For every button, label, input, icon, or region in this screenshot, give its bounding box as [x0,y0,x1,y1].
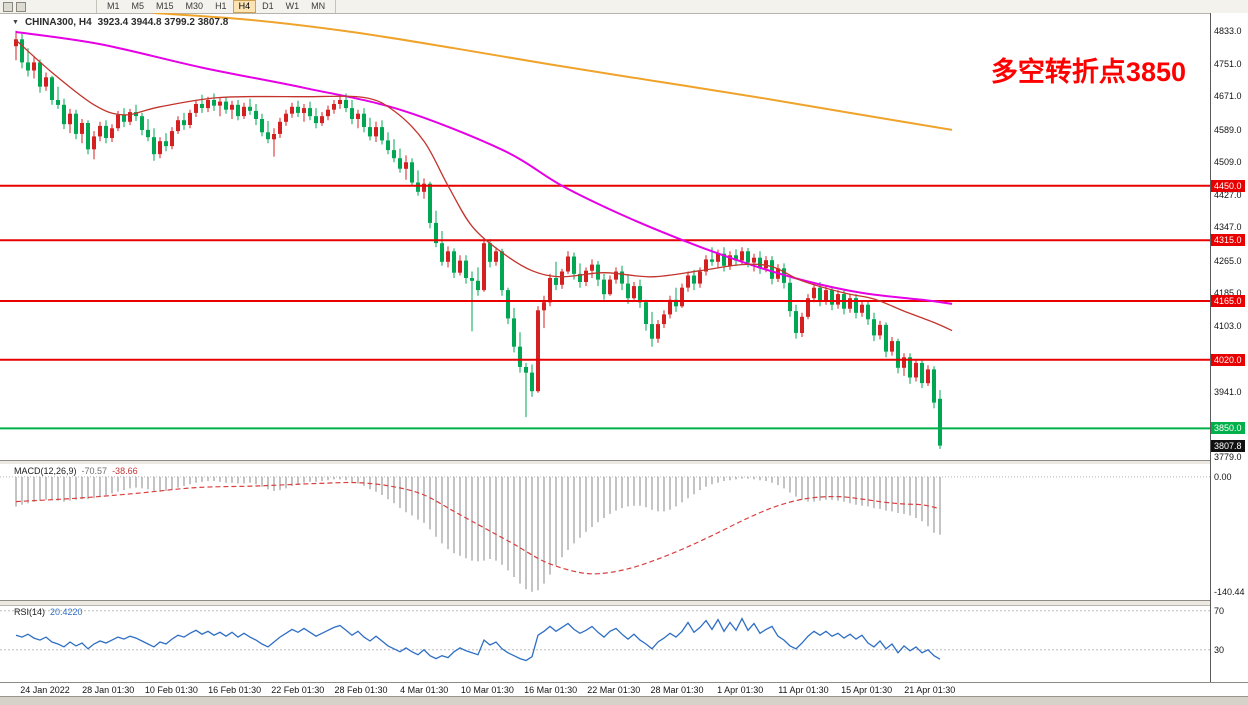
date-label: 11 Apr 01:30 [778,685,829,695]
price-axis-label: 3941.0 [1214,386,1242,397]
timeframe-button-h4[interactable]: H4 [232,0,257,13]
price-tag-4450.0: 4450.0 [1211,179,1245,192]
rsi-chart[interactable] [0,604,1210,682]
panel-separator-macd[interactable] [0,460,1248,464]
date-label: 15 Apr 01:30 [841,685,893,695]
rsi-value: 20.4220 [50,607,83,617]
ma-slow-orange [153,13,953,131]
chart-ohlc: 3923.4 3944.8 3799.2 3807.8 [97,17,229,28]
price-tag-4165.0: 4165.0 [1211,295,1245,307]
rsi-axis-label: 70 [1214,605,1225,616]
timeframe-button-m5[interactable]: M5 [131,1,145,11]
chart-symbol-header: ▼ CHINA300, H4 3923.4 3944.8 3799.2 3807… [12,17,228,28]
indicator-label-rsi: RSI(14) 20.4220 [14,607,83,617]
price-tag-3807.8: 3807.8 [1211,439,1245,452]
chart-type-icon[interactable] [3,1,13,12]
chart-tabs-bar[interactable] [0,696,1248,705]
timeframe-button-m15[interactable]: M15 [156,1,174,11]
price-axis-label: 4509.0 [1214,156,1242,167]
date-label: 1 Apr 01:30 [717,685,764,695]
annotation-text: 多空转折点3850 [990,57,1186,87]
timeframe-button-w1[interactable]: W1 [285,1,300,11]
ma-fast-red [15,39,953,332]
price-axis-label: 4751.0 [1214,59,1242,69]
macd-axis-label: -140.44 [1214,587,1245,598]
crosshair-icon[interactable] [16,1,26,12]
macd-name: MACD(12,26,9) [14,466,77,476]
price-axis-label: 4427.0 [1214,190,1242,200]
macd-signal-value: -38.66 [112,466,138,476]
chart-symbol: CHINA300, H4 [24,17,92,28]
rsi-axis-label: 30 [1214,644,1225,655]
macd-axis-label: 0.00 [1214,471,1232,482]
ma-mid-magenta [15,31,953,305]
top-toolbar: M1 M5 M15 M30 H1 H4 D1 W1 MN [0,0,1248,14]
date-label: 16 Mar 01:30 [524,685,578,695]
date-label: 10 Feb 01:30 [144,685,198,695]
rsi-name: RSI(14) [14,607,46,617]
horizontal-levels[interactable] [0,184,1210,430]
date-label: 21 Apr 01:30 [904,685,956,695]
price-axis-label: 4347.0 [1214,222,1242,233]
date-label: 22 Mar 01:30 [587,685,641,695]
timeframe-button-m1[interactable]: M1 [107,1,120,11]
price-tag-4020.0: 4020.0 [1211,353,1245,366]
chart-dropdown-icon[interactable]: ▼ [12,19,19,26]
indicator-label-macd: MACD(12,26,9) -70.57 -38.66 [14,466,138,476]
price-axis-label: 4589.0 [1214,124,1242,135]
date-label: 28 Jan 01:30 [82,685,135,695]
date-label: 28 Feb 01:30 [334,685,388,695]
timeframe-button-m30[interactable]: M30 [185,1,204,11]
rsi-line [15,617,941,662]
price-axis-label: 3779.0 [1214,452,1242,463]
date-label: 16 Feb 01:30 [208,685,262,695]
price-tag-4315.0: 4315.0 [1211,234,1245,247]
timeframe-button-d1[interactable]: D1 [262,1,274,11]
macd-chart[interactable] [0,463,1210,600]
price-axis-label: 4103.0 [1214,321,1242,332]
date-label: 24 Jan 2022 [20,685,70,695]
date-label: 22 Feb 01:30 [271,685,325,695]
date-label: 28 Mar 01:30 [650,685,704,695]
price-axis-label: 4833.0 [1214,25,1242,36]
date-label: 4 Mar 01:30 [400,685,449,695]
macd-main-value: -70.57 [81,466,108,476]
candlestick-chart[interactable] [0,13,1210,460]
date-label: 10 Mar 01:30 [460,685,514,695]
macd-histogram [15,476,941,592]
time-axis[interactable]: 24 Jan 2022 28 Jan 01:30 10 Feb 01:30 16 Fe… [0,682,1248,697]
price-axis-label: 4671.0 [1214,91,1242,102]
timeframe-bar: M1 M5 M15 M30 H1 H4 D1 W1 MN [96,0,337,13]
timeframe-button-mn[interactable]: MN [311,1,326,11]
panel-separator-rsi[interactable] [0,600,1248,606]
timeframe-button-h1[interactable]: H1 [215,1,227,11]
price-axis-label: 4265.0 [1214,255,1242,266]
price-axis-label: 4185.0 [1214,287,1242,298]
price-tag-3850.0: 3850.0 [1211,422,1245,435]
price-axis[interactable]: 4833.0 4751.0 4671.0 4589.0 4509.0 4427.0 4347… [1210,13,1248,682]
